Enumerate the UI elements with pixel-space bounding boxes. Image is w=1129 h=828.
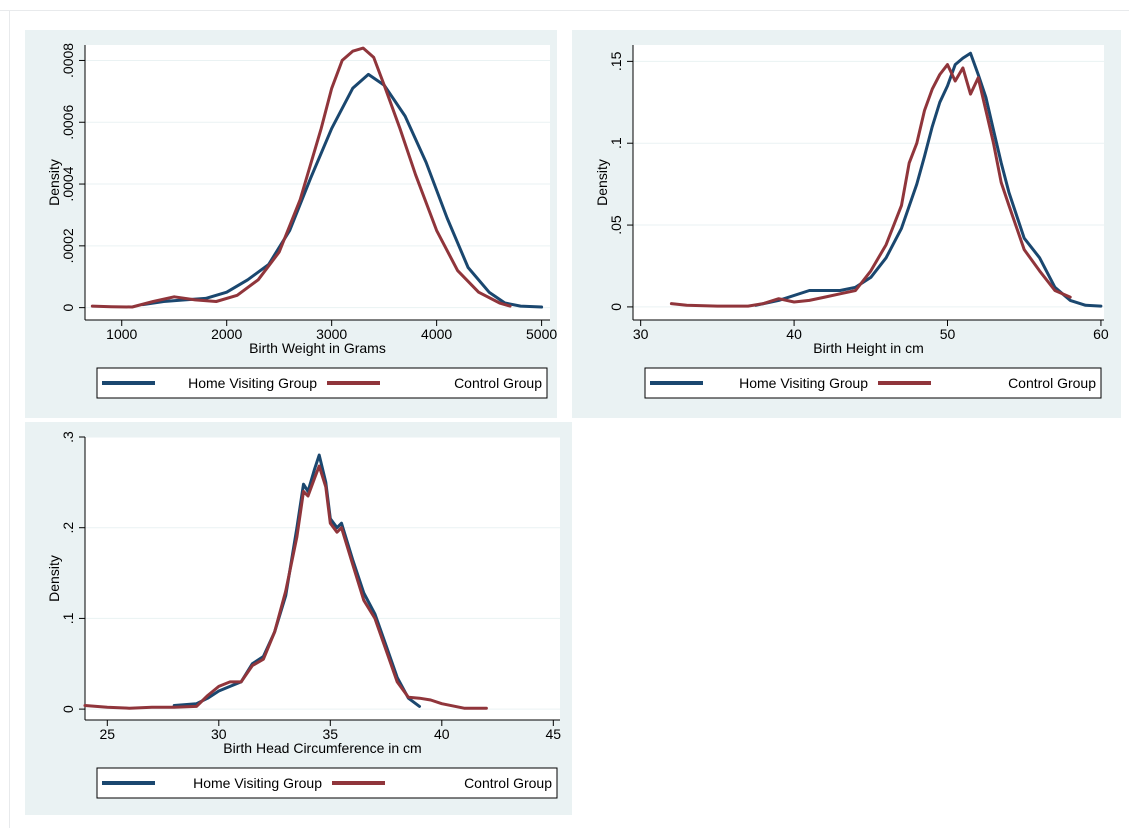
x-tick-label: 35 xyxy=(323,726,339,742)
legend-box xyxy=(644,367,1102,399)
y-tick-label: .2 xyxy=(60,522,76,534)
x-tick-label: 2000 xyxy=(211,326,242,342)
y-tick-label: .15 xyxy=(608,51,624,71)
y-tick-label: 0 xyxy=(60,304,76,312)
x-tick-label: 3000 xyxy=(316,326,347,342)
x-axis-title: Birth Weight in Grams xyxy=(249,340,386,356)
y-tick-label: .05 xyxy=(608,215,624,235)
legend-label: Control Group xyxy=(1008,375,1096,391)
legend-box xyxy=(96,767,558,799)
x-tick-label: 30 xyxy=(633,326,649,342)
density-line-home-visiting xyxy=(141,72,544,309)
y-tick-label: 0 xyxy=(60,705,76,713)
legend: Home Visiting Group Control Group xyxy=(96,367,548,399)
chart-panel-3: 0 .1 .2 .3 25 30 35 40 45 Birth Head Circumferenc… xyxy=(25,422,572,815)
chart-panel-2: 0 .05 .1 .15 30 40 50 60 Birth Height in cm Densi… xyxy=(572,30,1121,418)
x-tick-label: 60 xyxy=(1093,326,1109,342)
window-left-border xyxy=(9,10,10,828)
y-tick-label: .1 xyxy=(608,137,624,149)
window-top-border xyxy=(0,10,1129,11)
legend: Home Visiting Group Control Group xyxy=(644,367,1102,399)
plot-area xyxy=(85,437,560,720)
x-tick-label: 40 xyxy=(786,326,802,342)
y-tick-label: .1 xyxy=(60,612,76,624)
y-tick-label: .0002 xyxy=(60,228,76,263)
legend-label: Control Group xyxy=(454,375,542,391)
y-tick-label: .0006 xyxy=(60,105,76,140)
y-tick-label: .0008 xyxy=(60,43,76,78)
y-tick-label: .3 xyxy=(60,431,76,443)
x-tick-label: 50 xyxy=(940,326,956,342)
x-axis-title: Birth Head Circumference in cm xyxy=(223,740,421,756)
legend-label: Home Visiting Group xyxy=(188,375,317,391)
legend-box xyxy=(96,367,548,399)
density-line-home-visiting xyxy=(172,453,421,708)
y-axis-title: Density xyxy=(46,159,62,206)
x-tick-label: 30 xyxy=(211,726,227,742)
x-tick-label: 45 xyxy=(546,726,562,742)
legend-label: Control Group xyxy=(464,775,552,791)
chart-panel-1: 0 .0002 .0004 .0006 .0008 1000 2000 3000 4000 500… xyxy=(25,30,557,418)
y-axis-title: Density xyxy=(46,555,62,602)
density-line-control xyxy=(90,46,512,309)
y-axis-title: Density xyxy=(594,159,610,206)
legend-label: Home Visiting Group xyxy=(739,375,868,391)
x-tick-label: 4000 xyxy=(421,326,452,342)
x-tick-label: 25 xyxy=(100,726,116,742)
y-tick-label: 0 xyxy=(608,303,624,311)
x-axis-title: Birth Height in cm xyxy=(813,340,923,356)
x-tick-label: 1000 xyxy=(106,326,137,342)
legend: Home Visiting Group Control Group xyxy=(96,767,558,799)
density-line-control xyxy=(669,63,1072,308)
plot-area xyxy=(85,45,550,320)
y-tick-label: .0004 xyxy=(60,166,76,201)
x-tick-label: 5000 xyxy=(526,326,557,342)
density-line-control xyxy=(83,464,488,710)
x-tick-label: 40 xyxy=(434,726,450,742)
legend-label: Home Visiting Group xyxy=(193,775,322,791)
